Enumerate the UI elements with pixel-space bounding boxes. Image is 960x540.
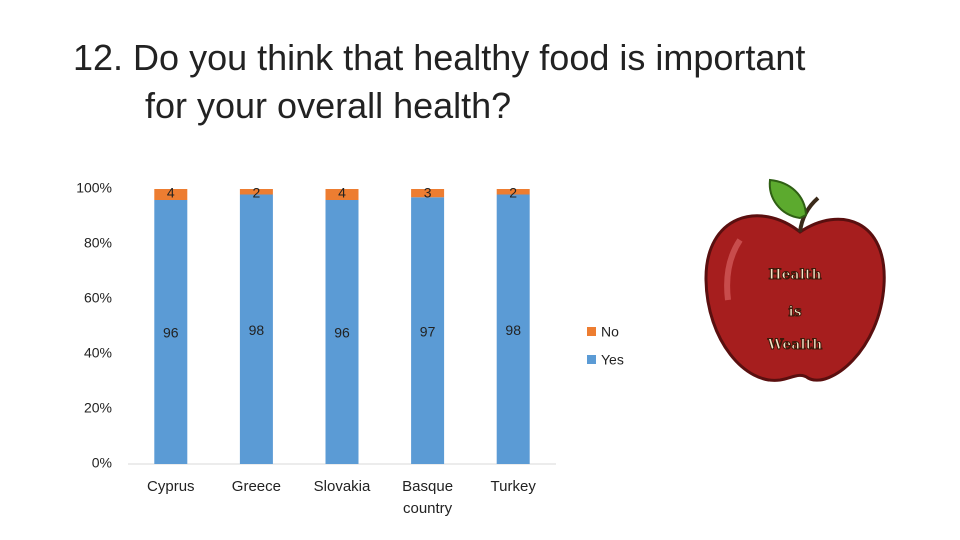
data-label: 2 [509, 185, 517, 201]
slide-title: 12. Do you think that healthy food is im… [73, 37, 806, 126]
illustration-text: Health [768, 267, 821, 283]
legend-swatch [587, 355, 596, 364]
data-label: 98 [505, 322, 521, 338]
apple-illustration [704, 178, 886, 382]
data-label: 98 [249, 322, 265, 338]
x-tick-label: Greece [231, 478, 281, 495]
bar-segment [239, 189, 273, 195]
bar-segment [411, 189, 445, 198]
legend-swatch [587, 327, 596, 336]
y-tick-label: 40% [84, 345, 112, 361]
bar-segment [154, 200, 188, 464]
y-tick-label: 20% [84, 400, 112, 416]
legend-label: Yes [601, 352, 624, 368]
data-label: 96 [163, 325, 179, 341]
y-tick-label: 0% [92, 455, 112, 471]
bar-segment [154, 189, 188, 200]
bar-segment [325, 200, 359, 464]
illustration-text: Wealth [767, 337, 823, 353]
bar-segment [496, 194, 530, 464]
y-tick-label: 80% [84, 235, 112, 251]
bar-segment [325, 189, 359, 200]
x-tick-label: Turkey [490, 478, 536, 495]
y-tick-label: 100% [76, 180, 112, 196]
bar-segment [411, 197, 445, 464]
data-label: 97 [420, 323, 436, 339]
data-label: 4 [167, 185, 175, 201]
data-label: 4 [338, 185, 346, 201]
data-label: 96 [334, 325, 350, 341]
data-label: 3 [424, 185, 432, 201]
bar-segment [496, 189, 530, 195]
legend-label: No [601, 324, 619, 340]
x-tick-label: Basque country [402, 478, 454, 517]
x-tick-label: Slovakia [313, 478, 371, 495]
bar-segment [239, 194, 273, 464]
x-tick-label: Cyprus [147, 478, 195, 495]
y-tick-label: 60% [84, 290, 112, 306]
data-label: 2 [253, 185, 261, 201]
illustration-text: is [788, 304, 801, 320]
